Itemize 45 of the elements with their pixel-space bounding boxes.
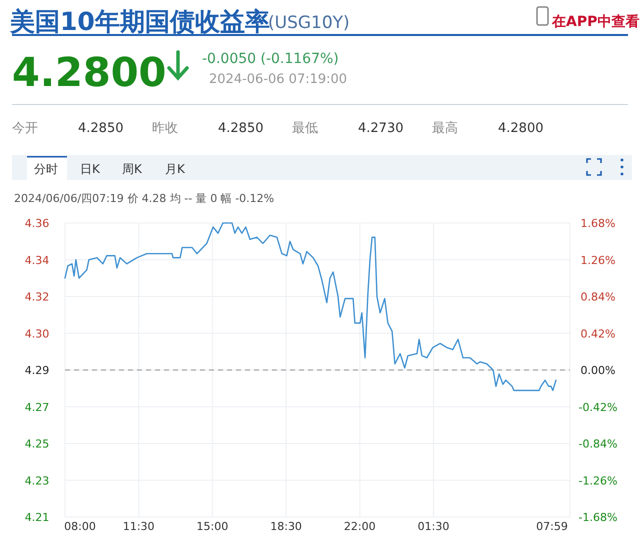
y2-tick-label: 0.00% xyxy=(580,364,616,377)
text: 4.2850 xyxy=(218,121,264,136)
text: 周K xyxy=(122,162,143,176)
x-tick-label: 07:59 xyxy=(536,520,568,533)
y2-tick-label: -1.68% xyxy=(578,511,618,524)
text: 4.2800 xyxy=(498,121,544,136)
text: 在APP中查看 xyxy=(551,13,640,30)
text: 4.2800 xyxy=(12,50,166,96)
text: 月K xyxy=(165,162,186,176)
text: 分时 xyxy=(34,162,58,176)
x-tick-label: 11:30 xyxy=(122,520,155,533)
text: 2024/06/06/四07:19 价 4.28 均 -- 量 0 幅 -0.12% xyxy=(14,192,274,205)
text: 日K xyxy=(80,162,101,176)
y-tick-label: 4.36 xyxy=(24,217,50,230)
text: 最高 xyxy=(432,120,458,136)
line-series xyxy=(64,222,557,392)
x-tick-label: 08:00 xyxy=(64,520,96,533)
y-tick-label: 4.25 xyxy=(24,438,50,450)
y-tick-label: 4.27 xyxy=(24,400,50,414)
text: -0.0050 (-0.1167%) xyxy=(202,51,339,67)
y2-tick-label: 0.42% xyxy=(580,327,616,340)
chart-subtitle: (USG10Y) xyxy=(268,13,350,33)
y-tick-label: 4.30 xyxy=(24,327,50,340)
x-tick-label: 18:30 xyxy=(270,520,302,533)
y-tick-label: 4.23 xyxy=(24,474,50,488)
y-tick-label: 4.32 xyxy=(24,290,50,304)
text: 4.2730 xyxy=(358,121,404,136)
text: 昨收 xyxy=(152,121,178,136)
y-tick-label: 4.21 xyxy=(24,511,50,524)
text: 今开 xyxy=(12,121,38,136)
x-tick-label: 22:00 xyxy=(344,520,376,533)
y2-tick-label: -0.84% xyxy=(578,438,618,450)
y2-tick-label: -0.42% xyxy=(578,400,618,414)
text: 最低 xyxy=(292,121,318,136)
y2-tick-label: -1.26% xyxy=(578,474,618,488)
y-tick-label: 4.29 xyxy=(24,364,50,377)
text: 2024-06-06 07:19:00 xyxy=(209,72,348,87)
x-tick-label: 01:30 xyxy=(418,520,450,533)
text: 4.2850 xyxy=(78,121,124,136)
y2-tick-label: 1.26% xyxy=(580,254,616,267)
y2-tick-label: 0.84% xyxy=(580,290,616,304)
chart-title: 美国10年期国债收益率 xyxy=(9,7,270,36)
y-tick-label: 4.34 xyxy=(24,254,50,267)
y2-tick-label: 1.68% xyxy=(580,217,616,230)
x-tick-label: 15:00 xyxy=(196,520,228,533)
